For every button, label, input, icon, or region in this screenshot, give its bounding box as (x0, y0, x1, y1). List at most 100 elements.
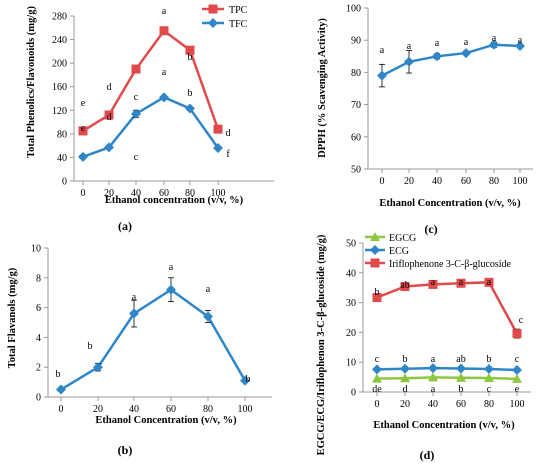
panel-a-ylabel: Total Phenolics/Flavonoids (mg/g) (26, 6, 37, 158)
panel-c: 50 60 70 80 90 100 0 20 40 60 80 100 a a a a a a Ethanol … (317, 4, 533, 236)
significance-label: a (487, 277, 492, 288)
significance-label: a (431, 354, 436, 365)
panel-d-series-ecg-point (428, 363, 438, 374)
panel-d-xtick-label: 80 (484, 399, 494, 410)
panel-a-xtick-label: 40 (131, 188, 141, 199)
significance-label: a (407, 41, 412, 52)
significance-label: b (487, 354, 492, 365)
panel-b-ytick-label: 10 (31, 244, 41, 255)
panel-c-ytick-label: 80 (351, 68, 361, 79)
panel-d-xtick-label: 40 (428, 399, 438, 410)
panel-d-ylabel: EGCG/ECG/Iriflophenon 3-C-β-glucoside (m… (316, 234, 327, 455)
panel-d-series-egcg-point (484, 372, 494, 382)
panel-d-series-ecg-point (484, 364, 494, 375)
panel-b-xtick-label: 40 (129, 404, 139, 415)
panel-a-xtick-label: 60 (159, 188, 169, 199)
panel-a-series-tfc-point (78, 151, 88, 162)
significance-label: a (518, 35, 523, 46)
legend-marker (370, 258, 380, 268)
significance-label: a (492, 33, 497, 44)
panel-b-xlabel: Ethanol Concentration (v/v, %) (95, 415, 237, 426)
panel-a-ytick-label: 40 (57, 153, 67, 164)
significance-label: ab (400, 280, 409, 291)
significance-label: a (459, 277, 464, 288)
panel-b-series-0-point (240, 375, 250, 386)
panel-d-series-iriflophenone-point (484, 277, 494, 287)
panel-d-series-ecg-point (512, 364, 522, 375)
panel-a-series-tfc-point (104, 142, 114, 153)
panel-c-series-0-point (461, 48, 471, 59)
panel-b-ytick-label: 6 (36, 303, 41, 314)
legend-label: TPC (229, 5, 248, 16)
panel-c-xlabel: Ethanol Concentration (v/v, %) (379, 198, 521, 209)
panel-c-series-0-point (489, 39, 499, 50)
panel-d-ytick-label: 20 (346, 328, 356, 339)
legend-marker (208, 4, 218, 14)
significance-label: ab (456, 354, 465, 365)
panel-c-series-0-line (381, 43, 521, 77)
significance-label: c (134, 152, 139, 163)
significance-label: b (56, 369, 61, 380)
significance-label: e (515, 384, 520, 395)
panel-a-series-tpc-point (213, 124, 223, 134)
panel-d-series-iriflophenone-point (372, 293, 382, 303)
panel-b-ytick-label: 2 (36, 363, 41, 374)
panel-a-ytick-label: 120 (52, 106, 67, 117)
panel-a-series-tfc-point (213, 143, 223, 153)
significance-label: a (431, 384, 436, 395)
panel-c-xtick-label: 100 (513, 176, 528, 187)
significance-label: b (403, 354, 408, 365)
significance-label: c (487, 384, 492, 395)
panel-d-series-iriflophenone-point (428, 279, 438, 289)
panel-a-xtick-label: 20 (104, 188, 114, 199)
panel-b-series-0-point (93, 362, 103, 373)
panel-a-ytick-label: 280 (52, 12, 67, 23)
panel-c-series-0-point (515, 40, 525, 51)
panel-c-ylabel: DPPH (% Scavenging Activity) (317, 18, 328, 158)
panel-d-series-iriflophenone-line (376, 281, 519, 335)
legend-marker (370, 232, 380, 241)
panel-a-series-tpc-point (78, 126, 88, 136)
panel-d-ytick-label: 50 (346, 239, 356, 250)
panel-b-xtick-label: 60 (166, 404, 176, 415)
significance-label: d (403, 384, 408, 395)
legend-marker (208, 18, 218, 28)
significance-label: c (375, 354, 380, 365)
panel-a-series-tpc-point (131, 64, 141, 74)
significance-label: d (107, 112, 112, 123)
panel-d-ytick-label: 10 (346, 358, 356, 369)
panel-a-ytick-label: 80 (57, 129, 67, 140)
panel-a-ytick-label: 240 (52, 35, 67, 46)
significance-label: b (375, 287, 380, 298)
panel-d-series-ecg-point (372, 364, 382, 375)
panel-a-series-tpc-line (82, 28, 220, 132)
significance-label: b (88, 341, 93, 352)
panel-c-series-0-point (377, 70, 387, 81)
panel-c-plot: 50 60 70 80 90 100 0 20 40 60 80 100 a a a a a a (346, 4, 533, 187)
panel-a-ytick-label: 200 (52, 59, 67, 70)
panel-d-xtick-label: 100 (510, 399, 525, 410)
panel-c-ytick-label: 90 (351, 36, 361, 47)
panel-c-ytick-label: 50 (351, 165, 361, 176)
panel-b-xtick-label: 20 (93, 404, 103, 415)
panel-d-series-egcg-point (456, 372, 466, 382)
panel-d-xlabel: Ethanol Concentration (v/v, %) (373, 420, 515, 431)
panel-b-series-0-point (203, 311, 213, 322)
panel-d-xtick-label: 60 (456, 399, 466, 410)
significance-label: a (464, 37, 469, 48)
significance-label: a (435, 38, 440, 49)
panel-b-series-0-point (166, 284, 176, 295)
panel-b-ytick-label: 0 (36, 393, 41, 404)
panel-c-letter: (c) (424, 222, 437, 236)
panel-d-series-iriflophenone-point (512, 329, 522, 339)
panel-a-plot: 0 40 80 120 160 200 240 280 0 20 40 60 80 100 e d c a b f e d… (52, 4, 274, 199)
panel-a-ytick-label: 0 (62, 177, 67, 188)
significance-label: a (162, 6, 167, 17)
significance-label: d (226, 128, 231, 139)
significance-label: c (515, 354, 520, 365)
significance-label: b (246, 374, 251, 385)
significance-label: c (134, 92, 139, 103)
